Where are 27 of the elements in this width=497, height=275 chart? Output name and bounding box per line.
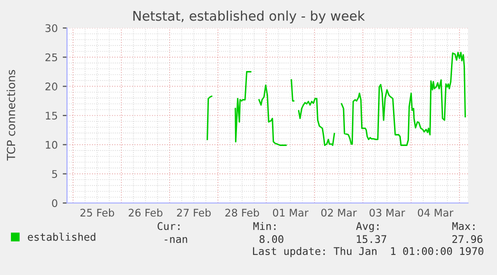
x-tick-label: 04 Mar — [418, 208, 454, 217]
x-tick-label: 26 Feb — [128, 208, 162, 217]
text: 27.96 — [452, 235, 482, 244]
x-tick-label: 28 Feb — [225, 208, 260, 217]
text: -nan — [164, 237, 188, 244]
x-tick-label: 01 Mar — [272, 208, 308, 217]
y-tick-label: 30 — [46, 24, 58, 32]
x-tick-label: 02 Mar — [321, 208, 357, 217]
text: 15.37 — [356, 235, 386, 244]
text: 8.00 — [260, 235, 284, 244]
legend-label: established — [28, 232, 96, 241]
text: Max: — [452, 222, 474, 230]
text: Last update: Thu Jan 1 01:00:00 1970 — [253, 246, 484, 258]
y-tick-label: 25 — [45, 53, 58, 62]
y-tick-label: 10 — [46, 140, 58, 149]
text: Min: — [253, 222, 276, 230]
text: Avg: — [356, 222, 378, 232]
text: Cur: — [158, 222, 180, 230]
y-tick-label: 0 — [52, 199, 58, 208]
y-tick-label: 20 — [45, 82, 58, 90]
y-axis-title: TCP connections — [6, 70, 16, 161]
y-tick-label: 15 — [46, 112, 58, 120]
x-tick-label: 27 Feb — [177, 208, 211, 217]
x-tick-label: 03 Mar — [370, 208, 406, 217]
y-tick-label: 5 — [52, 170, 58, 178]
chart-title: Netstat, established only - by week — [133, 10, 365, 24]
x-tick-label: 25 Feb — [80, 208, 114, 217]
